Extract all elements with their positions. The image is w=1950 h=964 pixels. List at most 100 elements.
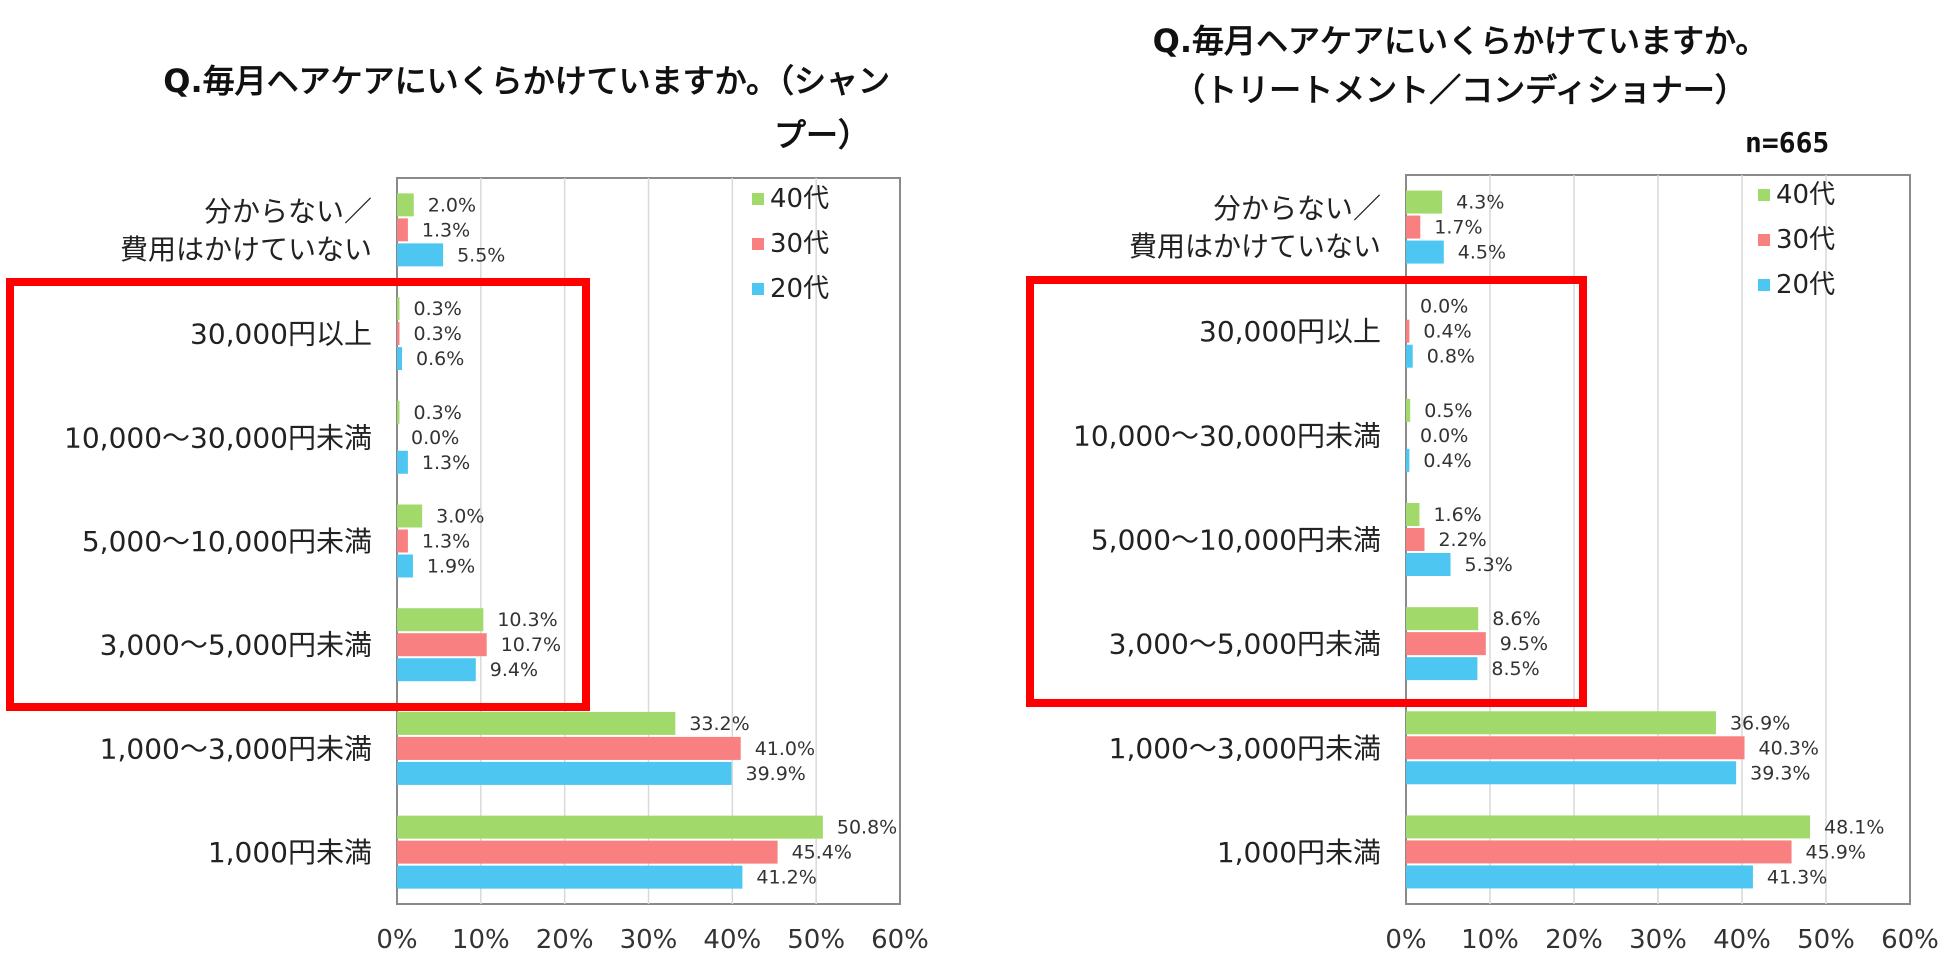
bar-20代-4: [397, 658, 476, 682]
data-label: 4.5%: [1458, 242, 1506, 264]
data-label: 9.4%: [490, 659, 538, 681]
data-label: 41.2%: [756, 867, 816, 889]
bar-20代-4: [1406, 657, 1478, 681]
highlight-box: [1026, 276, 1587, 707]
bar-20代-2: [397, 450, 408, 474]
category-label: 1,000～3,000円未満: [100, 732, 372, 765]
data-label: 0.5%: [1424, 400, 1472, 422]
category-label: 費用はかけていない: [1129, 230, 1381, 263]
bar-30代-4: [397, 633, 487, 657]
category-label: 3,000～5,000円未満: [100, 629, 372, 662]
data-label: 4.3%: [1456, 192, 1504, 214]
data-label: 2.0%: [428, 194, 476, 216]
x-tick-label: 10%: [1461, 925, 1519, 955]
data-label: 10.7%: [501, 634, 561, 656]
x-tick-label: 0%: [1385, 925, 1426, 955]
data-label: 1.6%: [1433, 504, 1481, 526]
category-label: 分からない／: [204, 195, 372, 228]
legend-label: 40代: [770, 184, 829, 214]
data-label: 5.5%: [457, 244, 505, 266]
category-label: 10,000～30,000円未満: [64, 421, 372, 454]
chart-title-line-2: プー）: [774, 116, 870, 154]
data-label: 0.6%: [416, 348, 464, 370]
highlight-box: [6, 278, 590, 711]
x-tick-label: 40%: [1713, 925, 1771, 955]
data-label: 3.0%: [436, 506, 484, 528]
data-label: 1.3%: [422, 452, 470, 474]
chart-title-line-1: Q.毎月ヘアケアにいくらかけていますか。: [1153, 22, 1768, 60]
category-label: 30,000円以上: [190, 318, 372, 351]
data-label: 0.4%: [1423, 450, 1471, 472]
bar-30代-4: [1406, 632, 1486, 656]
data-label: 36.9%: [1730, 712, 1790, 734]
category-label: 1,000円未満: [208, 836, 372, 869]
data-label: 1.9%: [427, 556, 475, 578]
legend-label: 30代: [770, 229, 829, 259]
data-label: 8.5%: [1491, 658, 1539, 680]
x-tick-label: 0%: [376, 925, 417, 955]
bar-40代-5: [397, 711, 676, 735]
data-label: 0.8%: [1427, 346, 1475, 368]
x-tick-label: 10%: [452, 925, 510, 955]
bar-30代-6: [1406, 840, 1792, 864]
data-label: 1.3%: [422, 219, 470, 241]
x-tick-label: 30%: [620, 925, 678, 955]
x-tick-label: 40%: [703, 925, 761, 955]
data-label: 1.3%: [422, 531, 470, 553]
data-label: 0.3%: [414, 402, 462, 424]
bar-20代-0: [397, 243, 444, 267]
chart-treatment: Q.毎月ヘアケアにいくらかけていますか。 （トリートメント／コンディショナー） n=…: [1026, 22, 1939, 955]
bar-40代-0: [397, 193, 414, 217]
data-label: 0.3%: [414, 323, 462, 345]
data-label: 0.0%: [1420, 425, 1468, 447]
category-label: 1,000～3,000円未満: [1109, 732, 1381, 765]
x-tick-label: 50%: [787, 925, 845, 955]
chart-title-line-1: Q.毎月ヘアケアにいくらかけていますか。（シャン: [163, 62, 890, 100]
sample-size-label: n=665: [1745, 126, 1829, 159]
data-label: 45.9%: [1806, 841, 1866, 863]
x-tick-label: 20%: [536, 925, 594, 955]
data-label: 10.3%: [497, 609, 557, 631]
bar-40代-1: [397, 297, 400, 321]
x-tick-label: 60%: [1881, 925, 1939, 955]
category-label: 分からない／: [1213, 192, 1381, 225]
bar-40代-3: [1406, 503, 1420, 526]
category-label: 10,000～30,000円未満: [1073, 419, 1381, 452]
bar-20代-0: [1406, 240, 1444, 264]
bar-20代-2: [1406, 448, 1410, 472]
data-label: 8.6%: [1492, 608, 1540, 630]
legend-swatch: [752, 238, 764, 250]
bar-30代-1: [1406, 319, 1410, 343]
category-label: 30,000円以上: [1199, 315, 1381, 348]
category-label: 5,000～10,000円未満: [82, 525, 372, 558]
bar-30代-0: [397, 218, 408, 242]
bar-20代-1: [1406, 344, 1413, 368]
bar-40代-4: [397, 608, 484, 632]
legend-label: 30代: [1776, 225, 1835, 255]
data-label: 1.7%: [1434, 217, 1482, 239]
legend-swatch: [1758, 279, 1770, 291]
chart-title-line-2: （トリートメント／コンディショナー）: [1173, 71, 1747, 109]
bar-20代-1: [397, 347, 403, 371]
bar-30代-0: [1406, 215, 1421, 239]
legend-label: 20代: [1776, 270, 1835, 300]
bar-30代-6: [397, 840, 778, 864]
bar-20代-3: [397, 554, 413, 578]
x-tick-label: 20%: [1545, 925, 1603, 955]
data-label: 0.3%: [414, 298, 462, 320]
legend-swatch: [752, 283, 764, 295]
data-label: 0.4%: [1423, 321, 1471, 343]
legend-label: 40代: [1776, 180, 1835, 210]
bar-40代-3: [397, 504, 423, 528]
legend-swatch: [1758, 234, 1770, 246]
legend-swatch: [1758, 189, 1770, 201]
bar-20代-5: [1406, 761, 1737, 785]
bar-30代-5: [1406, 736, 1745, 760]
bar-40代-6: [397, 815, 823, 839]
bar-30代-5: [397, 736, 741, 760]
category-label: 費用はかけていない: [120, 233, 372, 266]
bar-20代-5: [397, 761, 732, 785]
bar-20代-6: [397, 865, 743, 889]
data-label: 39.3%: [1750, 762, 1810, 784]
